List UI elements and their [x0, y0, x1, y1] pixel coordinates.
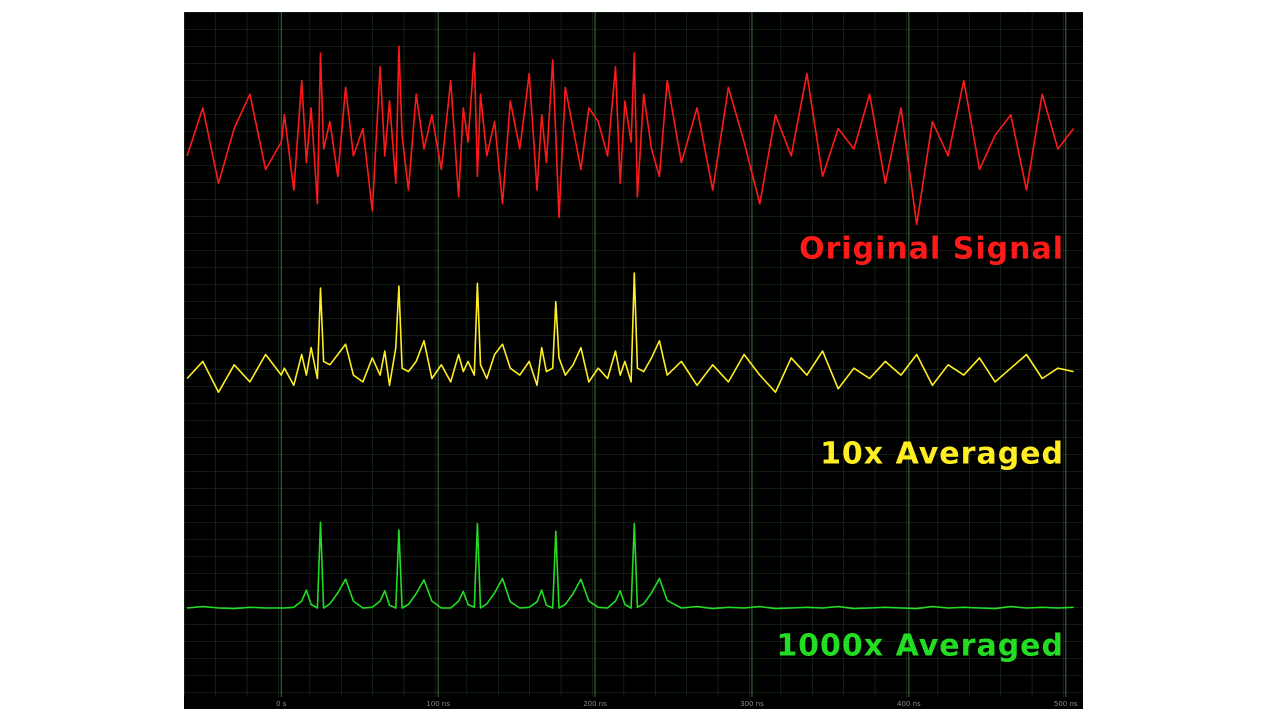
x-tick-label: 500 ns — [1054, 700, 1078, 708]
trace-line — [186, 45, 1075, 226]
x-tick-label: 200 ns — [583, 700, 607, 708]
x-tick-label: 400 ns — [897, 700, 921, 708]
x-tick-label: 0 s — [276, 700, 287, 708]
minor-grid — [184, 12, 1083, 697]
x-tick-label: 100 ns — [426, 700, 450, 708]
x-tick-label: 300 ns — [740, 700, 764, 708]
trace-line — [187, 521, 1074, 610]
trace-label: Original Signal — [799, 232, 1064, 267]
trace-line — [186, 272, 1074, 393]
trace-label: 1000x Averaged — [776, 629, 1064, 664]
trace-label: 10x Averaged — [820, 437, 1064, 472]
